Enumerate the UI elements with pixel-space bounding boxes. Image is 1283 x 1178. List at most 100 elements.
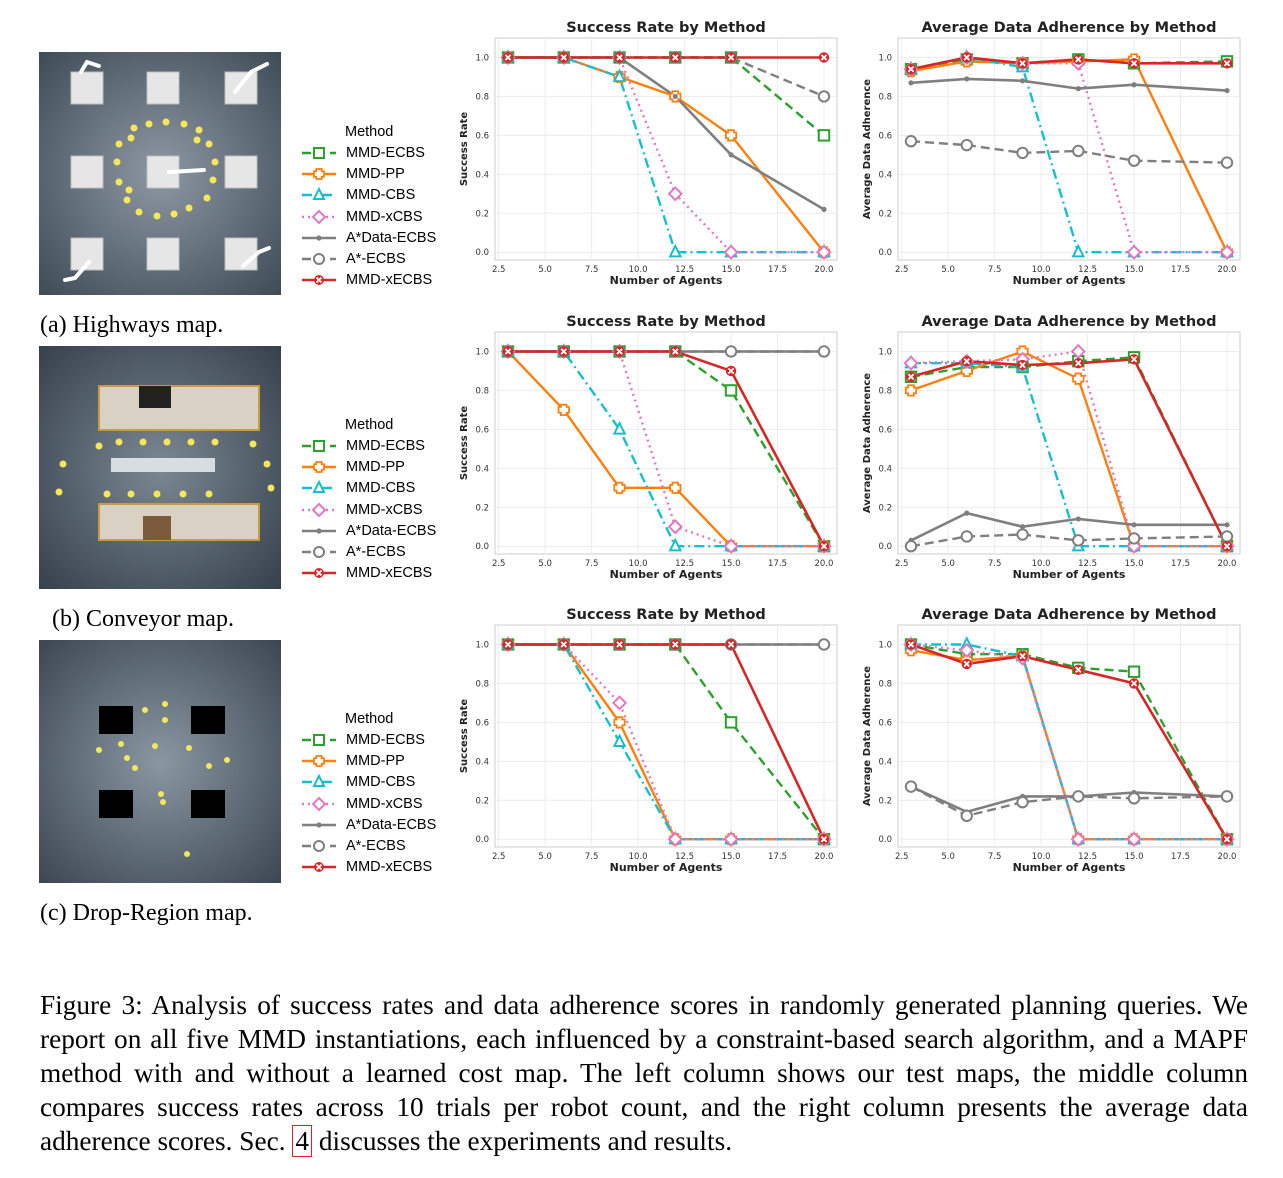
x-tick-label: 17.5 (768, 852, 787, 862)
x-axis-label: Number of Agents (1013, 274, 1126, 287)
data-point (961, 52, 972, 63)
plot-area (494, 624, 838, 848)
legend-swatch (302, 546, 336, 558)
data-point (1128, 354, 1140, 365)
series-line (910, 511, 1227, 542)
y-tick-label: 0.4 (475, 464, 489, 474)
data-point (611, 695, 628, 711)
series-line (910, 785, 1228, 818)
highways-map-image (39, 52, 281, 295)
legend-title: Method (345, 124, 394, 140)
data-point (1075, 516, 1081, 522)
y-tick-label: 0.6 (475, 718, 489, 728)
x-tick-label: 2.5 (492, 559, 506, 569)
y-tick-label: 0.0 (475, 248, 489, 258)
data-point (1073, 54, 1084, 65)
data-point (1128, 58, 1140, 69)
legend-item: MMD-xCBS (300, 501, 423, 519)
data-point (960, 138, 973, 152)
x-tick-label: 20.0 (815, 559, 834, 569)
data-point (1072, 790, 1085, 803)
data-point (558, 346, 569, 357)
x-tick-label: 17.5 (1171, 265, 1190, 275)
y-tick-label: 0.8 (475, 386, 489, 396)
data-point (904, 540, 918, 553)
success-rate-chart-c: Success Rate by Method 2.5 5.0 7.5 10.0 12.5 1… (455, 601, 845, 896)
legend-label: MMD-ECBS (346, 145, 425, 161)
legend-label: MMD-ECBS (346, 438, 425, 454)
data-point (1071, 243, 1086, 258)
data-point (960, 809, 973, 823)
x-tick-label: 15.0 (1125, 559, 1144, 569)
series-line (508, 56, 824, 254)
data-point (1128, 678, 1140, 689)
legend-swatch (302, 502, 336, 518)
x-tick-label: 15.0 (722, 265, 741, 275)
y-tick-label: 0.0 (475, 835, 489, 845)
drop-region-map-caption: (c) Drop-Region map. (40, 900, 253, 926)
y-tick-label: 0.4 (878, 757, 892, 767)
chart-title: Success Rate by Method (566, 20, 766, 36)
chart-svg: Average Data Adherence by Method 2.5 5.0 7.… (862, 607, 1241, 874)
x-tick-label: 12.5 (675, 852, 694, 862)
data-point (1221, 834, 1233, 845)
data-point (818, 834, 830, 845)
chart-title: Success Rate by Method (566, 607, 766, 623)
data-adherence-chart-c: Average Data Adherence by Method 2.5 5.0 7.… (858, 601, 1248, 896)
legend-swatch (302, 209, 336, 225)
y-tick-label: 0.2 (475, 796, 489, 806)
series-line (508, 643, 824, 841)
data-point (1127, 154, 1141, 167)
legend-title: Method (345, 417, 394, 433)
data-point (1220, 156, 1234, 169)
legend-item: MMD-xCBS (300, 795, 423, 813)
data-point (1131, 82, 1137, 88)
y-tick-label: 0.2 (878, 503, 892, 513)
conveyor-map-caption: (b) Conveyor map. (52, 606, 234, 632)
x-tick-label: 5.0 (538, 852, 552, 862)
data-point (816, 244, 832, 260)
legend-swatch (302, 862, 336, 873)
data-point (1219, 244, 1235, 260)
legend-item: MMD-xECBS (300, 271, 432, 289)
x-tick-label: 12.5 (1078, 852, 1097, 862)
x-tick-label: 2.5 (895, 559, 909, 569)
legend-label: MMD-xECBS (346, 565, 433, 582)
legend-item: MMD-PP (300, 165, 405, 183)
data-point (667, 519, 683, 535)
y-tick-label: 0.0 (878, 835, 892, 845)
data-point (672, 93, 678, 100)
x-tick-label: 10.0 (1032, 265, 1051, 275)
x-tick-label: 5.0 (941, 559, 955, 569)
legend-swatch (302, 275, 336, 286)
series-line (508, 350, 826, 547)
legend-item: MMD-CBS (300, 479, 415, 497)
data-point (723, 831, 739, 847)
legend-swatch (302, 461, 336, 474)
y-tick-label: 0.4 (878, 170, 892, 180)
x-tick-label: 12.5 (1078, 559, 1097, 569)
data-point (670, 346, 681, 357)
y-tick-label: 1.0 (475, 640, 489, 650)
data-point (1017, 359, 1028, 371)
data-point (612, 68, 627, 83)
chart-svg: Success Rate by Method 2.5 5.0 7.5 10.0 12.5 1… (459, 607, 838, 874)
success-rate-chart-a: Success Rate by Method 2.5 5.0 7.5 10.0 12.5 1… (455, 14, 845, 309)
data-point (725, 52, 737, 63)
legend-item: A*-ECBS (300, 250, 406, 268)
data-point (1224, 522, 1230, 528)
legend-item: A*Data-ECBS (300, 522, 436, 540)
legend-swatch (302, 734, 336, 746)
data-point (1221, 541, 1233, 552)
section-reference-link[interactable]: 4 (292, 1125, 313, 1157)
y-axis-label: Success Rate (459, 699, 470, 774)
x-tick-label: 12.5 (675, 265, 694, 275)
data-point (724, 384, 738, 397)
data-point (724, 716, 738, 729)
x-tick-label: 12.5 (1078, 265, 1097, 275)
y-tick-label: 0.0 (878, 542, 892, 552)
plot-area (897, 37, 1241, 261)
chart-svg: Average Data Adherence by Method 2.5 5.0 7.… (862, 314, 1241, 581)
y-tick-label: 1.0 (878, 347, 892, 357)
data-point (557, 403, 570, 416)
